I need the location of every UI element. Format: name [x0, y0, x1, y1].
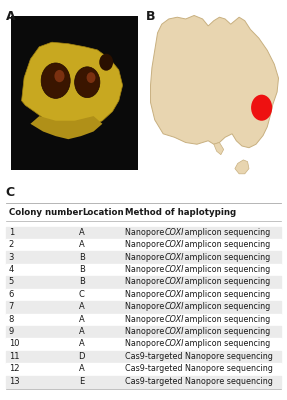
- Bar: [6, 301, 281, 314]
- Text: 1: 1: [9, 228, 14, 237]
- Text: COXI: COXI: [164, 240, 184, 249]
- Text: Colony number: Colony number: [9, 208, 82, 217]
- Text: amplicon sequencing: amplicon sequencing: [182, 302, 270, 311]
- Text: Cas9-targeted Nanopore sequencing: Cas9-targeted Nanopore sequencing: [125, 352, 273, 361]
- Text: 10: 10: [9, 340, 19, 348]
- Text: COXI: COXI: [164, 302, 184, 311]
- Text: amplicon sequencing: amplicon sequencing: [182, 277, 270, 286]
- Text: COXI: COXI: [164, 315, 184, 324]
- Text: amplicon sequencing: amplicon sequencing: [182, 290, 270, 299]
- Text: COXI: COXI: [164, 265, 184, 274]
- Text: 13: 13: [9, 377, 19, 386]
- FancyBboxPatch shape: [6, 10, 143, 176]
- Text: Nanopore: Nanopore: [125, 302, 166, 311]
- Text: A: A: [6, 10, 15, 23]
- Bar: [6, 376, 281, 388]
- Polygon shape: [150, 16, 278, 148]
- Text: D: D: [79, 352, 85, 361]
- Text: Nanopore: Nanopore: [125, 315, 166, 324]
- Text: Nanopore: Nanopore: [125, 340, 166, 348]
- Text: E: E: [79, 377, 84, 386]
- Text: 11: 11: [9, 352, 19, 361]
- Text: Nanopore: Nanopore: [125, 265, 166, 274]
- Text: COXI: COXI: [164, 277, 184, 286]
- Text: Method of haplotyping: Method of haplotyping: [125, 208, 236, 217]
- Circle shape: [87, 72, 96, 83]
- Text: amplicon sequencing: amplicon sequencing: [182, 340, 270, 348]
- Text: C: C: [6, 186, 15, 199]
- Bar: [6, 338, 281, 351]
- Text: Cas9-targeted Nanopore sequencing: Cas9-targeted Nanopore sequencing: [125, 364, 273, 373]
- Bar: [6, 363, 281, 376]
- Text: A: A: [79, 315, 85, 324]
- Text: COXI: COXI: [164, 290, 184, 299]
- Circle shape: [99, 54, 113, 71]
- Text: COXI: COXI: [164, 327, 184, 336]
- Text: Nanopore: Nanopore: [125, 277, 166, 286]
- Circle shape: [75, 67, 100, 98]
- Text: COXI: COXI: [164, 252, 184, 262]
- Text: A: A: [79, 327, 85, 336]
- Circle shape: [41, 63, 70, 98]
- Text: Nanopore: Nanopore: [125, 290, 166, 299]
- Text: Nanopore: Nanopore: [125, 327, 166, 336]
- Bar: [6, 264, 281, 276]
- Text: Cas9-targeted Nanopore sequencing: Cas9-targeted Nanopore sequencing: [125, 377, 273, 386]
- Text: amplicon sequencing: amplicon sequencing: [182, 228, 270, 237]
- Text: C: C: [79, 290, 85, 299]
- Polygon shape: [30, 116, 102, 139]
- Text: A: A: [79, 228, 85, 237]
- Text: B: B: [146, 10, 156, 23]
- Bar: [6, 276, 281, 289]
- Text: 12: 12: [9, 364, 19, 373]
- Bar: [6, 326, 281, 338]
- Text: A: A: [79, 340, 85, 348]
- Text: amplicon sequencing: amplicon sequencing: [182, 252, 270, 262]
- Text: 9: 9: [9, 327, 14, 336]
- Bar: [6, 289, 281, 301]
- Circle shape: [55, 70, 65, 82]
- Text: Location: Location: [82, 208, 123, 217]
- Text: 5: 5: [9, 277, 14, 286]
- Text: Nanopore: Nanopore: [125, 252, 166, 262]
- Text: amplicon sequencing: amplicon sequencing: [182, 265, 270, 274]
- Text: Nanopore: Nanopore: [125, 240, 166, 249]
- Polygon shape: [235, 160, 249, 174]
- Bar: [6, 239, 281, 252]
- Bar: [6, 227, 281, 239]
- Text: 6: 6: [9, 290, 14, 299]
- Text: Nanopore: Nanopore: [125, 228, 166, 237]
- Text: B: B: [79, 252, 85, 262]
- Text: 2: 2: [9, 240, 14, 249]
- Bar: [6, 351, 281, 363]
- Text: COXI: COXI: [164, 340, 184, 348]
- Text: 3: 3: [9, 252, 14, 262]
- Text: A: A: [79, 240, 85, 249]
- Text: A: A: [79, 364, 85, 373]
- Bar: [6, 252, 281, 264]
- Text: amplicon sequencing: amplicon sequencing: [182, 327, 270, 336]
- Text: B: B: [79, 265, 85, 274]
- Polygon shape: [214, 142, 224, 155]
- Text: 7: 7: [9, 302, 14, 311]
- Text: B: B: [79, 277, 85, 286]
- Bar: [6, 314, 281, 326]
- Polygon shape: [22, 42, 123, 130]
- Text: amplicon sequencing: amplicon sequencing: [182, 315, 270, 324]
- Text: 4: 4: [9, 265, 14, 274]
- Text: COXI: COXI: [164, 228, 184, 237]
- Text: 8: 8: [9, 315, 14, 324]
- Text: amplicon sequencing: amplicon sequencing: [182, 240, 270, 249]
- Text: A: A: [79, 302, 85, 311]
- Circle shape: [251, 95, 272, 121]
